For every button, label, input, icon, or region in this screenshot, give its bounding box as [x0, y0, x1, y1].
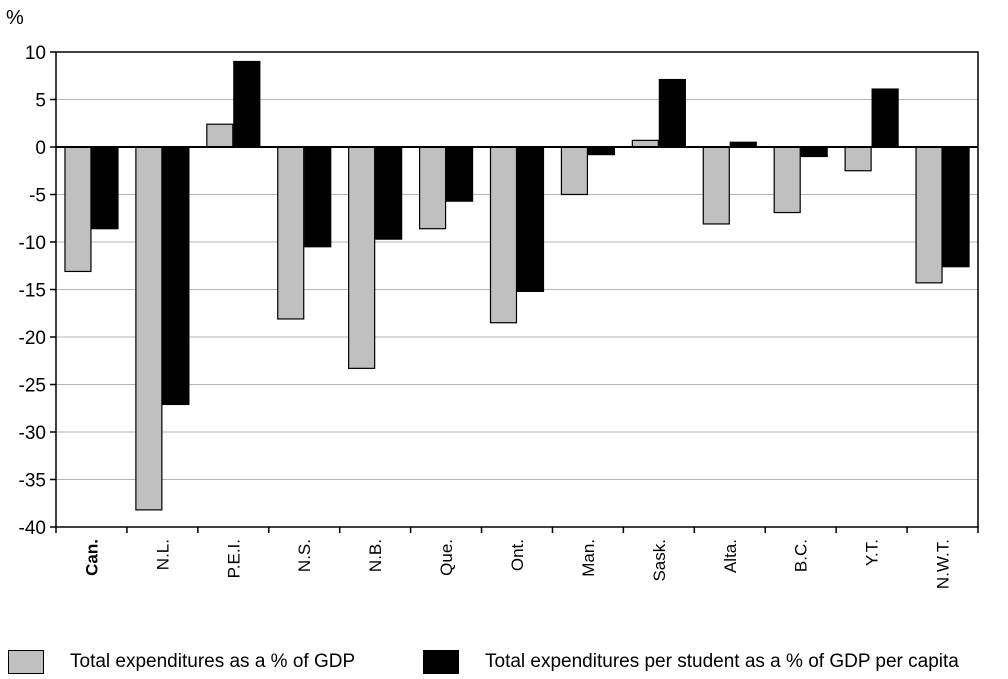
bar-gdp	[348, 146, 376, 369]
bar-per-student	[304, 146, 332, 248]
bar-per-student	[587, 146, 616, 156]
y-tick-label: -35	[19, 471, 46, 492]
bar-per-student	[800, 146, 828, 158]
bar-per-student	[91, 146, 119, 230]
bar-gdp	[206, 123, 234, 148]
bar-gdp	[489, 146, 518, 324]
y-tick-label: 0	[35, 138, 46, 159]
x-tick-label: P.E.I.	[224, 539, 243, 578]
legend-swatch-per-student	[423, 650, 459, 674]
x-tick-label: N.L.	[153, 539, 172, 570]
x-tick-label: N.B.	[366, 539, 385, 572]
x-tick-label: N.S.	[295, 539, 314, 572]
y-axis-ticks: 10 5 0 -5 -10 -15 -20 -25 -30 -35 -40	[19, 43, 56, 539]
bar-gdp	[915, 146, 943, 284]
legend-label-per-student: Total expenditures per student as a % of…	[485, 651, 959, 672]
x-tick-label: Que.	[437, 539, 456, 576]
x-tick-label: Y.T.	[863, 539, 882, 566]
x-tick-label: Alta.	[721, 539, 740, 573]
y-tick-label: 10	[25, 43, 46, 64]
bar-per-student	[162, 146, 190, 406]
bar-per-student	[516, 146, 545, 292]
legend-item-gdp: Total expenditures as a % of GDP	[8, 650, 355, 674]
x-tick-label: Sask.	[650, 539, 669, 582]
x-tick-label: N.W.T.	[934, 539, 953, 589]
bar-per-student	[658, 78, 686, 148]
y-tick-label: -10	[19, 233, 46, 254]
bar-gdp	[418, 146, 447, 230]
x-tick-label: Ont.	[508, 539, 527, 571]
bar-per-student	[445, 146, 474, 202]
y-tick-label: -40	[19, 518, 46, 539]
bar-per-student	[942, 146, 970, 268]
bar-gdp	[277, 146, 305, 320]
y-tick-label: -5	[29, 186, 46, 207]
legend-label-gdp: Total expenditures as a % of GDP	[70, 651, 356, 672]
y-tick-label: -20	[19, 328, 46, 349]
bar-gdp	[135, 146, 163, 511]
bar-chart: % 10 5 0 -5 -10 -15 -20 -25 -30 -35 -40 Can. N.L. P.…	[6, 7, 979, 589]
legend-item-per-student: Total expenditures per student as a % of…	[423, 650, 959, 674]
bar-per-student	[233, 60, 261, 148]
legend-swatch-gdp	[8, 650, 44, 674]
bar-gdp	[844, 146, 872, 172]
x-tick-label: Can.	[82, 539, 101, 576]
x-axis-labels: Can. N.L. P.E.I. N.S. N.B. Que. Ont. Man. Sask. A…	[55, 527, 979, 589]
legend: Total expenditures as a % of GDP Total e…	[0, 650, 1008, 679]
y-tick-label: -25	[19, 376, 46, 397]
y-tick-label: -30	[19, 423, 46, 444]
bar-gdp	[560, 146, 589, 196]
bar-gdp	[773, 146, 801, 214]
bar-per-student	[871, 88, 899, 148]
y-unit-label: %	[6, 7, 24, 29]
y-tick-label: -15	[19, 281, 46, 302]
bars	[64, 60, 970, 511]
bar-gdp	[64, 146, 92, 273]
bar-per-student	[375, 146, 403, 240]
y-tick-label: 5	[35, 91, 46, 112]
x-tick-label: B.C.	[792, 539, 811, 572]
bar-gdp	[702, 146, 730, 225]
x-tick-label: Man.	[579, 539, 598, 577]
